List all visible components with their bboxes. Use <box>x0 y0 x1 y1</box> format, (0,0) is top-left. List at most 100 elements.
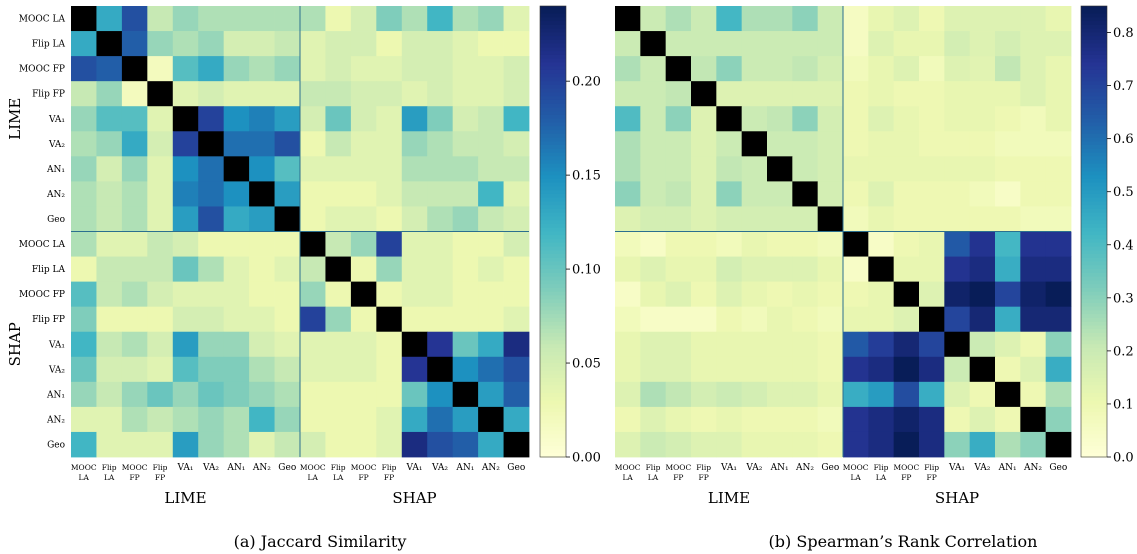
heatmap-cell <box>741 206 768 232</box>
heatmap-cell <box>121 431 148 458</box>
heatmap-cell <box>615 256 641 283</box>
heatmap-cell <box>919 381 945 408</box>
heatmap-cell <box>96 6 123 32</box>
heatmap-cell <box>615 106 641 132</box>
heatmap-cell <box>147 256 174 283</box>
colorbar-step <box>1081 107 1107 112</box>
heatmap-cell <box>868 206 895 232</box>
heatmap-cell <box>274 156 301 182</box>
colorbar-step <box>1081 73 1107 79</box>
heatmap-cell <box>1020 256 1047 283</box>
heatmap-cell <box>401 106 428 132</box>
colorbar-tick-label: 0.4 <box>1113 238 1134 253</box>
heatmap-cell <box>478 231 504 257</box>
heatmap-cell <box>893 181 920 207</box>
col-tick-label: VA₁ <box>720 463 737 473</box>
heatmap-cell <box>147 106 174 132</box>
heatmap-cell <box>944 231 971 257</box>
heatmap-cell <box>223 6 250 32</box>
heatmap-cell <box>452 231 479 257</box>
heatmap-cell <box>944 406 971 433</box>
heatmap-cell <box>919 156 945 182</box>
colorbar-step <box>1081 423 1107 428</box>
heatmap-cell <box>172 206 199 232</box>
heatmap-cell <box>741 256 768 283</box>
heatmap-cell <box>401 156 428 182</box>
heatmap-cell <box>691 281 717 308</box>
row-tick-label: Flip LA <box>32 40 66 50</box>
colorbar-step <box>1081 208 1107 214</box>
colorbar-step <box>1081 163 1107 169</box>
heatmap-cell <box>843 406 869 433</box>
heatmap-cell <box>868 106 895 132</box>
colorbar-step <box>540 250 566 255</box>
heatmap-cell <box>452 81 479 107</box>
heatmap-cell <box>716 331 743 358</box>
heatmap-cell <box>1045 281 1072 308</box>
colorbar-step <box>1081 103 1107 109</box>
colorbar-step <box>540 32 566 37</box>
colorbar-step <box>540 329 566 334</box>
heatmap-cell <box>198 331 225 358</box>
heatmap-cell <box>401 306 428 333</box>
colorbar-step <box>540 54 566 60</box>
heatmap-cell <box>640 81 667 107</box>
heatmap-cell <box>767 306 793 333</box>
heatmap-cell <box>843 306 869 333</box>
col-tick-label: Flip FP <box>696 463 711 482</box>
heatmap-cell <box>893 281 920 308</box>
colorbar-step <box>1081 69 1107 75</box>
heatmap-cell <box>223 406 250 433</box>
colorbar-step <box>1081 291 1107 296</box>
colorbar-tick-label: 0.05 <box>572 357 601 372</box>
heatmap-cell <box>716 281 743 308</box>
col-tick-label: AN₁ <box>455 463 474 473</box>
colorbar-step <box>540 441 566 447</box>
colorbar-step <box>540 39 566 45</box>
heatmap-cell <box>969 406 996 433</box>
heatmap-cell <box>300 306 326 333</box>
col-tick-label: MOOC FP <box>122 463 148 482</box>
heatmap-cell <box>274 106 301 132</box>
heatmap-cell <box>350 331 377 358</box>
heatmap-cell <box>995 206 1021 232</box>
heatmap-cell <box>452 406 479 433</box>
heatmap-cell <box>147 56 174 82</box>
heatmap-cell <box>147 281 174 308</box>
heatmap-cell <box>919 306 945 333</box>
heatmap-cell <box>944 131 971 157</box>
heatmap-cell <box>223 331 250 358</box>
colorbar-step <box>540 28 566 33</box>
heatmap-cell <box>274 431 301 458</box>
heatmap-cell <box>919 206 945 232</box>
heatmap-cell <box>767 181 793 207</box>
colorbar-step <box>540 13 566 18</box>
heatmap-cell <box>96 56 123 82</box>
heatmap-cell <box>350 356 377 383</box>
heatmap-cell <box>376 181 403 207</box>
heatmap-cell <box>767 106 793 132</box>
heatmap-cell <box>198 406 225 433</box>
heatmap-cell <box>741 431 768 458</box>
row-tick-label: AN₁ <box>46 390 65 400</box>
heatmap-cell <box>401 281 428 308</box>
heatmap-cell <box>478 406 504 433</box>
heatmap-cell <box>767 156 793 182</box>
heatmap-cell <box>817 331 844 358</box>
colorbar-step <box>1081 336 1107 342</box>
colorbar-step <box>540 419 566 424</box>
colorbar-step <box>1081 47 1107 52</box>
heatmap-cell <box>198 206 225 232</box>
heatmap-cell <box>274 206 301 232</box>
colorbar-step <box>1081 445 1107 451</box>
heatmap-cell <box>995 56 1021 82</box>
colorbar-step <box>540 205 566 210</box>
colorbar-tick-label: 0.2 <box>1113 344 1134 359</box>
heatmap-cell <box>401 206 428 232</box>
colorbar-step <box>1081 374 1107 379</box>
heatmap-cell <box>792 331 819 358</box>
colorbar-step <box>540 73 566 79</box>
heatmap-cell <box>969 31 996 57</box>
row-tick-label: MOOC FP <box>19 290 65 300</box>
colorbar-step <box>1081 400 1107 405</box>
